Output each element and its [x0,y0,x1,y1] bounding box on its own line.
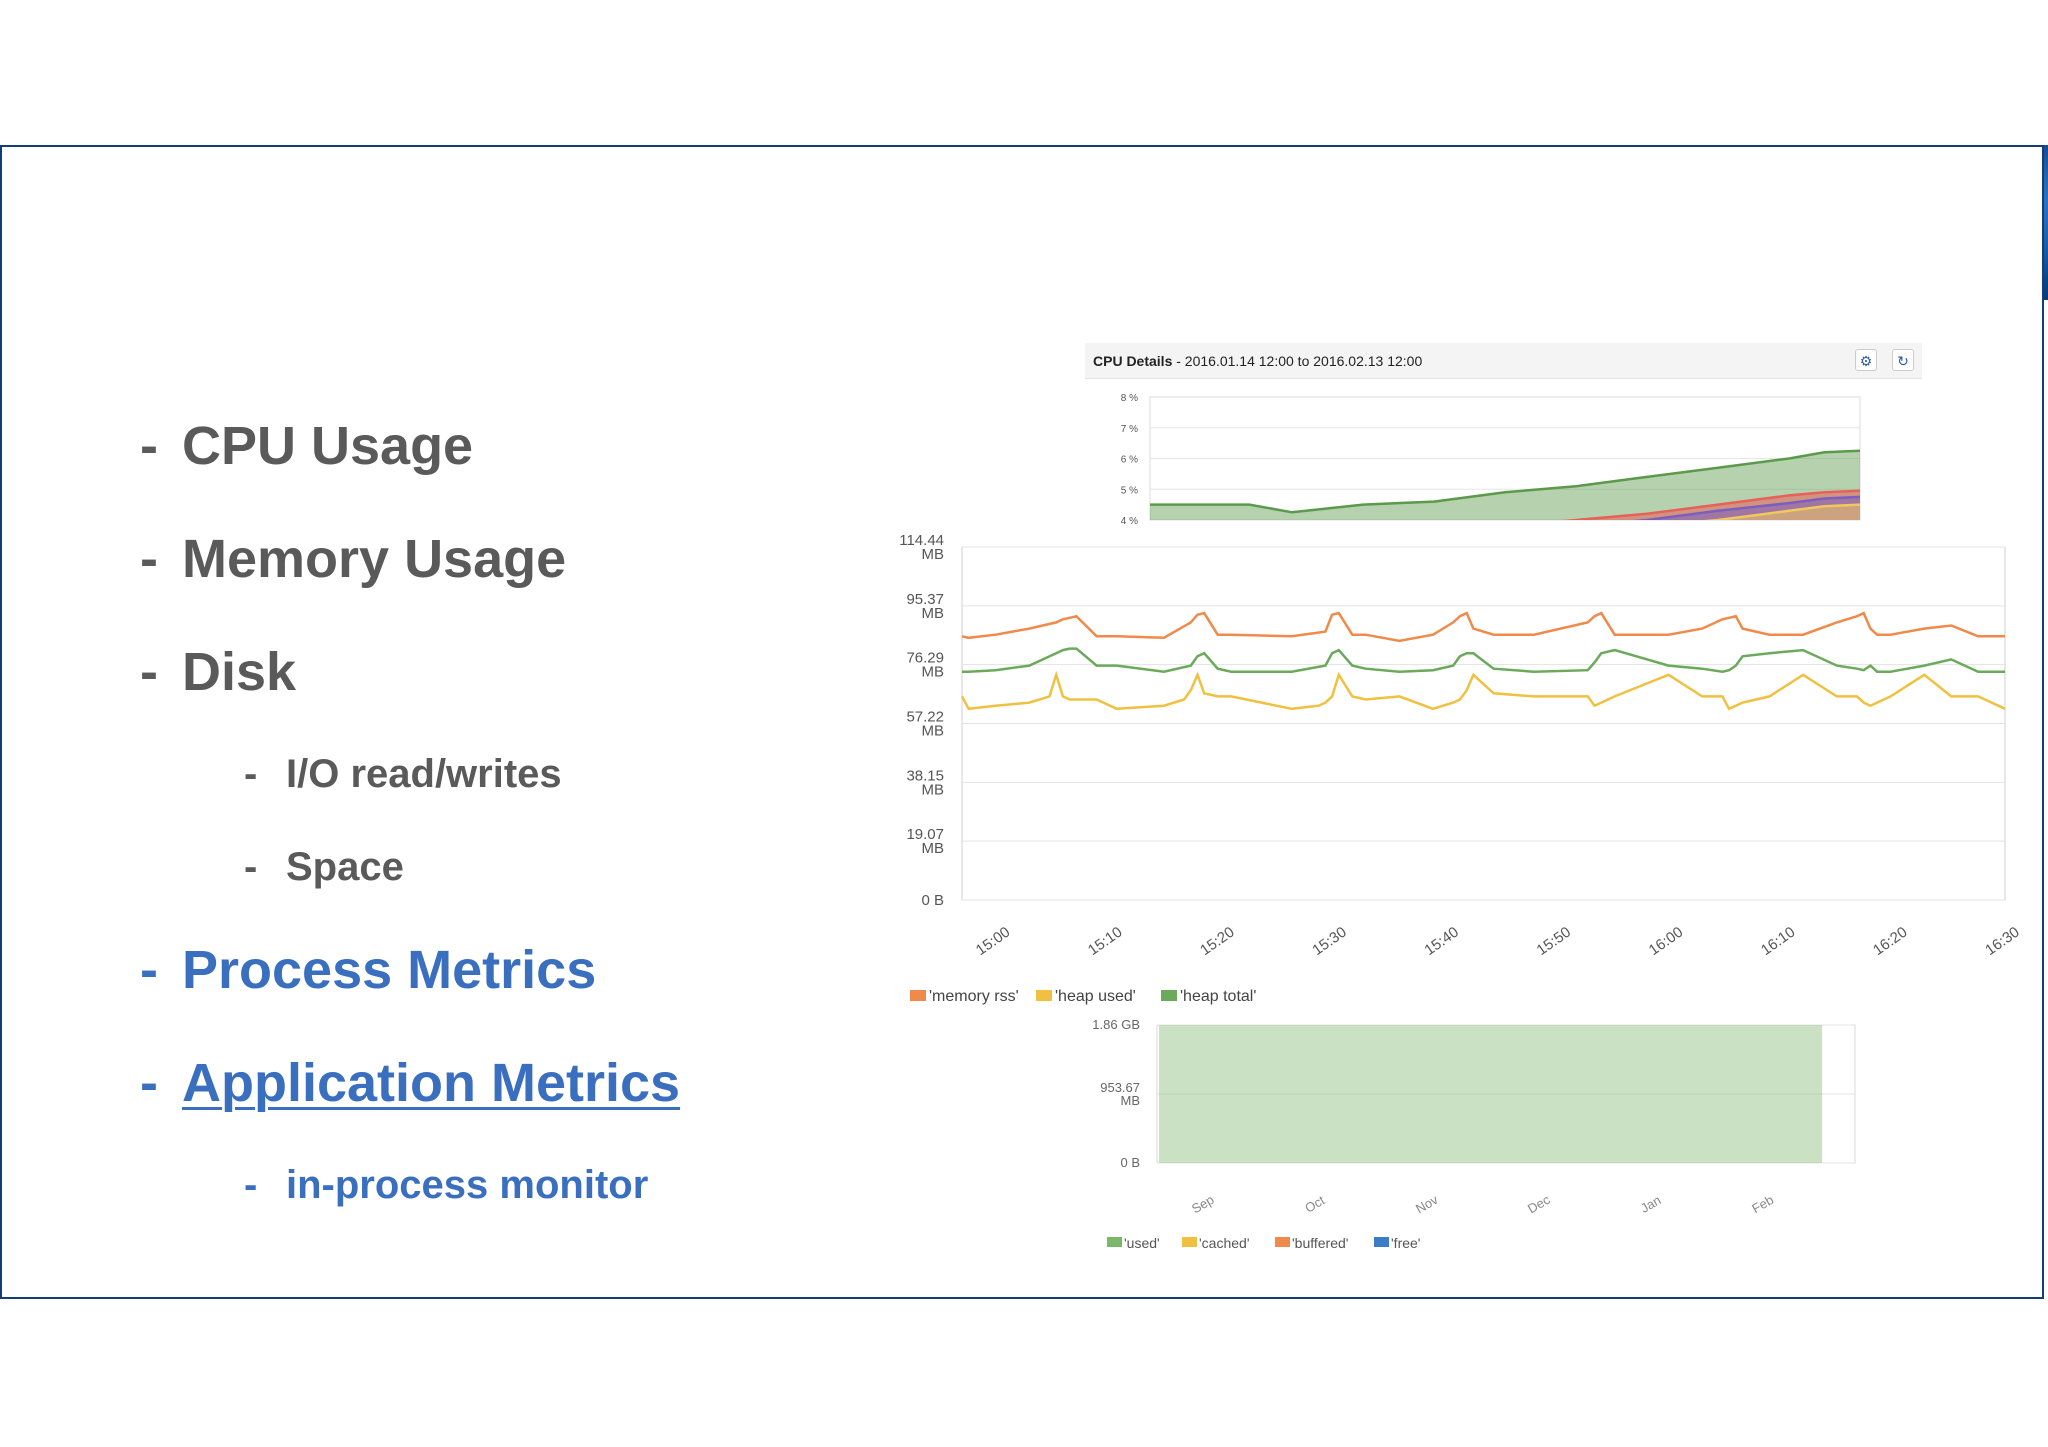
memory-legend-swatch [1161,990,1177,1001]
bullet-dash: - [140,940,158,1000]
process-memory-chart: 114.44MB95.37MB76.29MB57.22MB38.15MB19.0… [899,532,2020,1005]
memory-x-tick-label: 15:40 [1421,924,1462,959]
system-legend-label: 'buffered' [1292,1235,1348,1251]
system-x-tick-label: Oct [1302,1192,1327,1215]
system-x-tick-label: Feb [1749,1192,1776,1216]
memory-y-tick-unit: MB [922,840,945,857]
memory-legend-label: 'heap used' [1055,988,1136,1005]
memory-x-tick-label: 16:20 [1870,924,1911,959]
cpu-y-tick-label: 8 % [1121,393,1138,404]
system-legend-swatch [1107,1237,1122,1247]
bullet-dash: - [244,845,258,889]
bullet-application-metrics[interactable]: - Application Metrics [140,1052,680,1114]
system-legend-label: 'cached' [1199,1235,1250,1251]
cpu-series-line [1703,503,1860,520]
bullet-dash: - [140,416,158,476]
system-x-tick-label: Sep [1189,1192,1217,1217]
memory-x-tick-label: 16:30 [1982,924,2020,959]
memory-legend-label: 'heap total' [1180,988,1256,1005]
bullet-label: Memory Usage [182,529,567,589]
bullet-label: in-process monitor [286,1163,649,1207]
refresh-icon: ↻ [1897,353,1909,369]
memory-y-tick-value: 57.22 [906,709,944,726]
system-legend-label: 'used' [1124,1235,1160,1251]
memory-series-line [960,670,2006,711]
memory-x-tick-label: 15:10 [1085,924,1126,959]
application-metrics-link[interactable]: Application Metrics [182,1053,681,1113]
memory-legend-label: 'memory rss' [929,988,1019,1005]
memory-x-tick-label: 15:00 [973,924,1014,959]
memory-y-tick-unit: MB [922,781,945,798]
memory-series-line [961,611,2005,643]
system-x-tick-label: Jan [1638,1192,1664,1215]
system-legend-swatch [1374,1237,1389,1247]
cpu-details-title: CPU Details - 2016.01.14 12:00 to 2016.0… [1093,353,1422,369]
cpu-y-tick-label: 7 % [1121,424,1138,435]
memory-y-tick-unit: MB [922,723,945,740]
bullet-space: - Space [244,845,404,890]
bullet-disk: - Disk [140,641,296,703]
system-x-tick-label: Nov [1413,1192,1441,1217]
cpu-series-area [1150,504,1860,520]
bullet-in-process-monitor: - in-process monitor [244,1163,648,1208]
cpu-y-tick-label: 4 % [1121,516,1138,525]
bullet-memory-usage: - Memory Usage [140,528,566,590]
bullet-dash: - [140,529,158,589]
system-y-tick-value: 953.67 [1100,1080,1140,1095]
system-legend-swatch [1182,1237,1197,1247]
settings-button[interactable]: ⚙ [1855,349,1877,371]
bullet-dash: - [244,1163,258,1207]
cpu-y-tick-label: 6 % [1121,455,1138,466]
bullet-dash: - [140,1053,158,1113]
memory-x-tick-label: 15:20 [1197,924,1238,959]
system-y-tick-unit: MB [1121,1093,1141,1108]
cpu-y-tick-label: 5 % [1121,485,1138,496]
cpu-series-line [1150,449,1860,514]
system-y-tick-label: 0 B [1120,1155,1140,1170]
cpu-details-label: CPU Details [1093,353,1173,369]
memory-x-tick-label: 15:30 [1309,924,1350,959]
bullet-label: Disk [182,642,297,702]
cpu-series-line [1561,489,1860,520]
memory-x-tick-label: 16:00 [1646,924,1687,959]
cpu-series-area [1150,490,1860,520]
memory-y-tick-unit: MB [922,664,945,681]
memory-y-tick-value: 95.37 [906,591,944,608]
gear-icon: ⚙ [1859,353,1873,369]
bullet-dash: - [140,642,158,702]
memory-y-tick-value: 114.44 [899,532,944,549]
refresh-button[interactable]: ↻ [1892,349,1914,371]
bullet-label: Space [286,845,404,889]
cpu-series-line [1632,495,1860,520]
memory-y-tick-unit: MB [922,605,945,622]
memory-x-tick-label: 15:50 [1534,924,1575,959]
memory-x-tick-label: 16:10 [1758,924,1799,959]
memory-y-tick-unit: MB [922,546,945,563]
memory-legend-swatch [910,990,926,1001]
memory-y-tick-value: 19.07 [906,826,944,843]
memory-legend-swatch [1036,990,1052,1001]
cpu-usage-chart: 8 % 7 % 6 % 5 % 4 % [1121,393,1861,525]
system-x-tick-label: Dec [1525,1192,1553,1217]
memory-y-tick-label: 0 B [921,892,944,909]
cpu-details-range: - 2016.01.14 12:00 to 2016.02.13 12:00 [1172,353,1423,369]
cpu-series-area [1150,450,1860,520]
system-legend-swatch [1275,1237,1290,1247]
memory-y-tick-value: 38.15 [906,767,944,784]
bullet-label: Process Metrics [182,940,597,1000]
bullet-dash: - [244,752,258,796]
system-y-tick-label: 1.86 GB [1092,1017,1140,1032]
system-legend-label: 'free' [1391,1235,1420,1251]
slide-title: Server, Process, Application Metrics [401,176,1647,264]
bullet-io-read-writes: - I/O read/writes [244,752,562,797]
bullet-cpu-usage: - CPU Usage [140,415,473,477]
memory-series-line [962,647,2005,673]
memory-y-tick-value: 76.29 [906,650,944,667]
bullet-label: CPU Usage [182,416,474,476]
bullet-process-metrics: - Process Metrics [140,939,596,1001]
system-used-area [1159,1025,1823,1163]
bullet-label: I/O read/writes [286,752,562,796]
cpu-details-header: CPU Details - 2016.01.14 12:00 to 2016.0… [1085,343,1922,379]
